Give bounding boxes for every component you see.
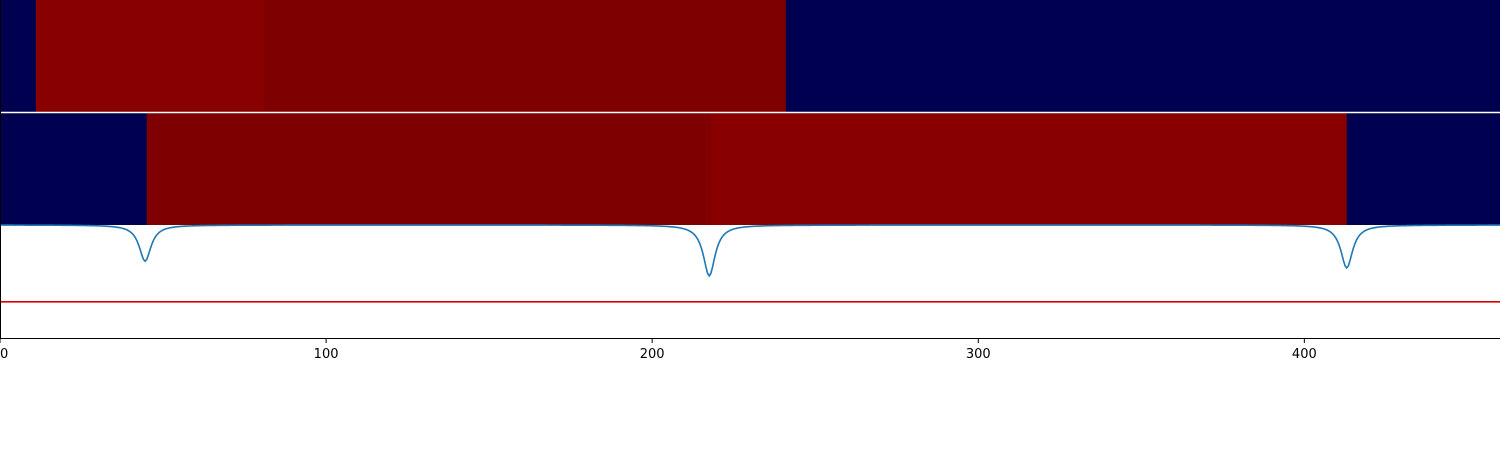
band-row-1	[0, 0, 1500, 112]
band-segment	[1346, 113, 1500, 225]
x-tick-label: 300	[966, 347, 991, 362]
x-tick-label: 100	[314, 347, 339, 362]
band-row-2	[0, 113, 1500, 225]
x-tick-label: 400	[1292, 347, 1317, 362]
x-tick-label: 200	[640, 347, 665, 362]
x-axis: 0 100 200 300 400	[0, 338, 1317, 362]
band-segment	[0, 0, 37, 112]
band-segment	[785, 0, 1500, 112]
x-tick-label: 0	[0, 347, 8, 362]
band-segment	[146, 113, 712, 225]
series-line	[0, 224, 1500, 278]
band-segment	[710, 113, 1348, 225]
band-segment	[264, 0, 787, 112]
band-segment	[0, 113, 148, 225]
band-segment	[35, 0, 265, 112]
line-panel	[0, 224, 1500, 303]
